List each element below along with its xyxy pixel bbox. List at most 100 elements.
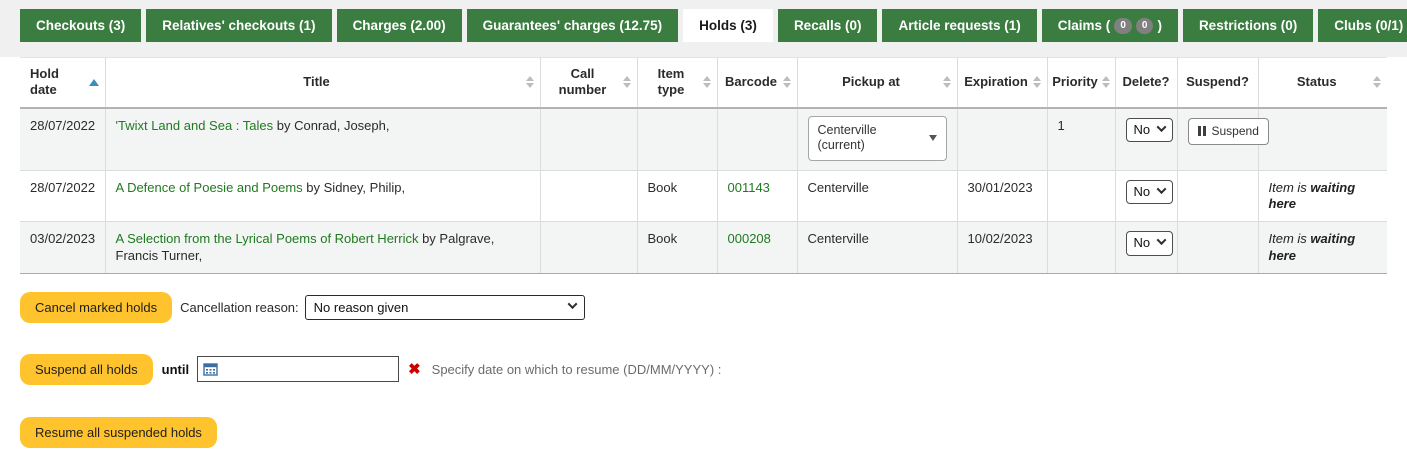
sort-icon xyxy=(525,76,534,89)
hold-row: 28/07/2022 A Defence of Poesie and Poems… xyxy=(20,170,1387,223)
resume-holds-row: Resume all suspended holds xyxy=(20,416,1407,448)
suspend-hold-button[interactable]: Suspend xyxy=(1187,117,1269,145)
column-label: Delete? xyxy=(1122,74,1170,90)
sort-icon xyxy=(622,76,631,89)
caret-down-icon xyxy=(928,135,937,142)
pickup-cell: Centerville (current) xyxy=(797,107,958,171)
cancellation-reason-value: No reason given xyxy=(313,299,409,315)
column-header-item-type[interactable]: Item type xyxy=(637,57,718,109)
pickup-cell: Centerville xyxy=(797,170,958,223)
delete-cell: No xyxy=(1115,107,1178,171)
cancellation-reason-label: Cancellation reason: xyxy=(180,299,299,315)
column-header-expiration[interactable]: Expiration xyxy=(957,57,1048,109)
cancellation-reason-select[interactable]: No reason given xyxy=(304,294,585,320)
resume-date-hint: Specify date on which to resume (DD/MM/Y… xyxy=(431,361,722,377)
column-label: Item type xyxy=(657,66,685,98)
column-label: Expiration xyxy=(964,74,1028,90)
suspend-holds-row: Suspend all holds until ✖ Specify date o… xyxy=(20,353,1407,385)
delete-select[interactable]: No xyxy=(1125,231,1174,256)
claims-label-suffix: ) xyxy=(1157,18,1162,33)
tab-checkouts[interactable]: Checkouts (3) xyxy=(20,9,142,42)
title-author: by Palgrave, Francis Turner, xyxy=(115,231,495,263)
title-cell: A Defence of Poesie and Poems by Sidney,… xyxy=(105,170,541,223)
tab-article-requests[interactable]: Article requests (1) xyxy=(882,9,1037,42)
column-header-priority[interactable]: Priority xyxy=(1047,57,1116,109)
table-header-row: Hold date Title Call number Item type Ba… xyxy=(20,57,1387,109)
claims-label: Claims ( xyxy=(1057,18,1111,33)
cancel-marked-holds-button[interactable]: Cancel marked holds xyxy=(20,291,173,323)
hold-row: 03/02/2023 A Selection from the Lyrical … xyxy=(20,221,1387,274)
resume-all-suspended-holds-button[interactable]: Resume all suspended holds xyxy=(20,416,217,448)
call-number-cell xyxy=(540,221,638,274)
tab-restrictions[interactable]: Restrictions (0) xyxy=(1182,9,1314,42)
suspend-cell: Suspend xyxy=(1177,107,1269,171)
chevron-down-icon xyxy=(1156,184,1167,194)
title-link[interactable]: A Selection from the Lyrical Poems of Ro… xyxy=(115,231,419,247)
expiration-cell xyxy=(957,107,1048,171)
tab-guarantees-charges[interactable]: Guarantees' charges (12.75) xyxy=(466,9,679,42)
status-cell xyxy=(1258,107,1387,171)
hold-date-cell: 28/07/2022 xyxy=(20,107,106,171)
holds-panel: Hold date Title Call number Item type Ba… xyxy=(0,57,1407,454)
column-label: Status xyxy=(1296,74,1337,90)
column-label: Call number xyxy=(558,66,607,98)
column-header-call-number[interactable]: Call number xyxy=(540,57,638,109)
column-header-title[interactable]: Title xyxy=(105,57,541,109)
expiration-cell: 30/01/2023 xyxy=(957,170,1048,223)
tab-claims[interactable]: Claims ( 0 0 ) xyxy=(1041,9,1178,42)
status-bold-text: waiting here xyxy=(1268,179,1356,211)
delete-selected-value: No xyxy=(1133,235,1151,251)
column-header-status[interactable]: Status xyxy=(1258,57,1387,109)
tab-charges[interactable]: Charges (2.00) xyxy=(336,9,462,42)
column-label: Hold date xyxy=(30,66,59,98)
barcode-cell: 000208 xyxy=(717,221,798,274)
item-type-cell: Book xyxy=(637,221,718,274)
sort-icon xyxy=(942,76,951,89)
clear-date-icon[interactable]: ✖ xyxy=(408,361,421,379)
tab-holds[interactable]: Holds (3) xyxy=(683,9,773,42)
delete-select[interactable]: No xyxy=(1125,179,1174,204)
suspend-until-date-input[interactable] xyxy=(197,356,400,383)
column-label: Title xyxy=(303,74,330,90)
title-cell: A Selection from the Lyrical Poems of Ro… xyxy=(105,221,541,274)
title-author: by Conrad, Joseph, xyxy=(273,117,390,133)
call-number-cell xyxy=(540,170,638,223)
calendar-icon xyxy=(203,363,218,376)
tab-clubs[interactable]: Clubs (0/1) xyxy=(1318,9,1407,42)
column-header-barcode[interactable]: Barcode xyxy=(717,57,798,109)
delete-selected-value: No xyxy=(1133,183,1151,199)
barcode-link[interactable]: 000208 xyxy=(727,231,771,247)
delete-cell: No xyxy=(1115,170,1178,223)
cancel-holds-row: Cancel marked holds Cancellation reason:… xyxy=(20,291,1407,323)
column-label: Suspend? xyxy=(1186,74,1249,90)
delete-select[interactable]: No xyxy=(1125,117,1174,142)
priority-cell: 1 xyxy=(1047,107,1116,171)
chevron-down-icon xyxy=(567,299,578,310)
until-label: until xyxy=(161,361,190,377)
chevron-down-icon xyxy=(1156,235,1167,246)
barcode-cell: 001143 xyxy=(717,170,798,223)
tab-relatives-checkouts[interactable]: Relatives' checkouts (1) xyxy=(146,9,332,42)
holds-table: Hold date Title Call number Item type Ba… xyxy=(20,57,1387,274)
hold-date-cell: 03/02/2023 xyxy=(20,221,106,274)
column-header-pickup-at[interactable]: Pickup at xyxy=(797,57,958,109)
expiration-cell: 10/02/2023 xyxy=(957,221,1048,274)
sort-icon xyxy=(782,76,791,89)
barcode-link[interactable]: 001143 xyxy=(727,179,770,195)
sort-icon xyxy=(1032,76,1041,89)
title-link[interactable]: A Defence of Poesie and Poems xyxy=(115,179,303,195)
sort-icon xyxy=(1373,76,1381,89)
column-header-hold-date[interactable]: Hold date xyxy=(20,57,106,109)
tab-recalls[interactable]: Recalls (0) xyxy=(777,9,878,42)
status-text: Item is xyxy=(1268,231,1311,247)
claims-badge-1: 0 xyxy=(1114,17,1132,34)
column-header-delete: Delete? xyxy=(1115,57,1178,109)
pickup-library-select[interactable]: Centerville (current) xyxy=(807,115,947,161)
status-cell: Item is waiting here xyxy=(1258,221,1387,274)
suspend-all-holds-button[interactable]: Suspend all holds xyxy=(20,353,153,385)
status-text: Item is xyxy=(1268,179,1311,195)
title-link[interactable]: 'Twixt Land and Sea : Tales xyxy=(115,117,274,133)
priority-cell xyxy=(1047,221,1116,274)
status-cell: Item is waiting here xyxy=(1258,170,1387,223)
suspend-button-label: Suspend xyxy=(1211,123,1259,138)
